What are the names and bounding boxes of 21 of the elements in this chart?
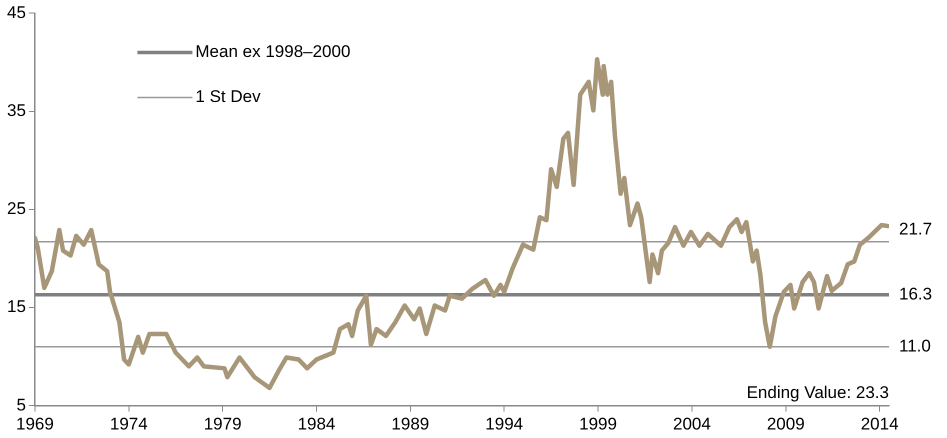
x-tick-label: 1969: [16, 414, 54, 434]
x-tick-label: 2004: [672, 414, 711, 434]
y-tick-label: 45: [6, 2, 26, 22]
x-tick-label: 1999: [579, 414, 617, 434]
y-tick-label: 15: [6, 297, 26, 316]
x-tick-label: 2009: [766, 414, 805, 434]
x-tick-label: 1989: [391, 414, 430, 434]
y-tick-label: 25: [6, 199, 26, 218]
y-tick-label: 5: [16, 395, 26, 414]
data-label: 11.0: [899, 336, 931, 356]
legend-label: Mean ex 1998–2000: [195, 42, 350, 62]
x-tick-label: 1974: [110, 414, 148, 434]
y-tick-label: 35: [6, 100, 26, 120]
data-label: 21.7: [899, 219, 932, 238]
legend-label: 1 St Dev: [195, 87, 262, 106]
data-label: 16.3: [899, 284, 932, 304]
x-tick-label: 1994: [485, 414, 524, 434]
x-tick-label: 1984: [298, 414, 336, 434]
x-tick-label: 2014: [860, 414, 899, 434]
x-tick-label: 1979: [204, 414, 242, 434]
annotation: Ending Value: 23.3: [746, 382, 889, 402]
